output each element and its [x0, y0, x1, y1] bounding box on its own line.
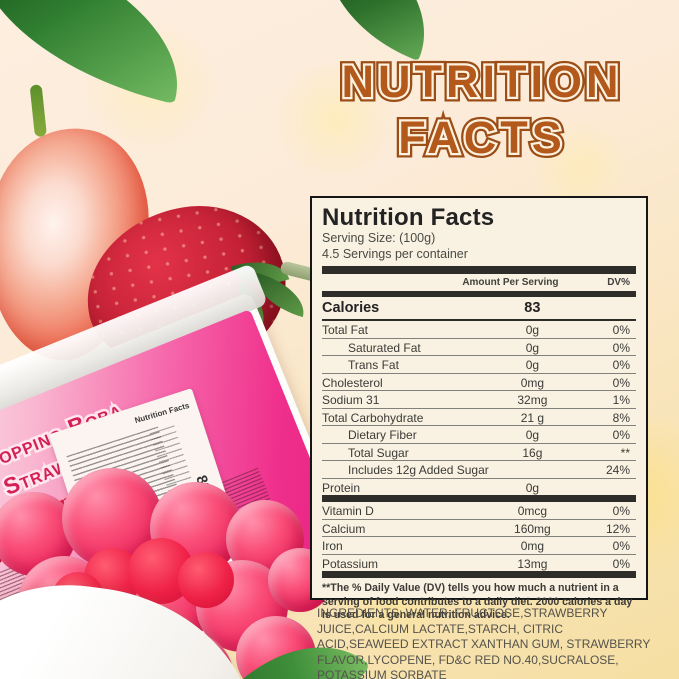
red-boba-ball — [178, 552, 234, 608]
divider-thick — [322, 291, 636, 297]
column-headers: Amount Per Serving DV% — [322, 274, 636, 291]
table-row: Saturated Fat 0g 0% — [322, 337, 636, 356]
table-row: Includes 12g Added Sugar 24% — [322, 460, 636, 478]
ingredients-text: INGREDIENTS: WATER, FRUCTOSE,STRAWBERRY … — [317, 606, 651, 679]
page-title: NUTRITION FACTS NUTRITION FACTS NUTRITION F… — [312, 52, 652, 174]
page-title-outer-stroke: NUTRITION FACTS — [337, 52, 623, 168]
nutrition-facts-panel: Nutrition Facts Serving Size: (100g) 4.5… — [310, 196, 648, 621]
micronutrient-rows: Vitamin D 0mcg 0% Calcium 160mg 12% Iron… — [322, 502, 636, 571]
table-row: Total Fat 0g 0% — [322, 323, 630, 337]
daily-value-footnote: **The % Daily Value (DV) tells you how m… — [322, 582, 633, 622]
divider-thick — [322, 266, 636, 274]
col-dv-header: DV% — [607, 277, 630, 288]
page-title-fill: NUTRITION FACTS — [341, 56, 623, 163]
divider-thick — [322, 495, 636, 502]
calories-value: 83 — [524, 300, 541, 316]
table-row: Total Sugar 16g ** — [322, 442, 636, 461]
mini-panel-title: Nutrition Facts — [133, 400, 190, 426]
table-row: Total Carbohydrate 21 g 8% — [322, 407, 636, 426]
servings-per-container: 4.5 Servings per container — [322, 246, 468, 261]
table-row: Dietary Fiber 0g 0% — [322, 425, 636, 443]
strawberry-stem — [29, 84, 47, 138]
table-row: Protein 0g — [322, 477, 636, 496]
table-row: Cholesterol 0mg 0% — [322, 372, 636, 391]
table-row: Trans Fat 0g 0% — [322, 355, 636, 373]
calories-label: Calories — [322, 300, 380, 316]
leaf-top-center-icon — [297, 0, 453, 61]
col-amount-header: Amount Per Serving — [462, 277, 559, 288]
panel-title: Nutrition Facts — [322, 204, 495, 231]
table-row: Calcium 160mg 12% — [322, 518, 636, 537]
table-row: Iron 0mg 0% — [322, 536, 636, 554]
table-row: Potassium 13mg 0% — [322, 553, 636, 572]
serving-size: Serving Size: (100g) — [322, 231, 436, 245]
nutrient-rows: Total Fat 0g 0% Saturated Fat 0g 0% Tran… — [322, 321, 636, 495]
table-row: Sodium 31 32mg 1% — [322, 390, 636, 408]
divider-thick — [322, 571, 636, 578]
calories-row: Calories 83 — [322, 297, 636, 321]
page-title-inner-stroke: NUTRITION FACTS — [339, 54, 623, 166]
table-row: Vitamin D 0mcg 0% — [322, 504, 630, 518]
